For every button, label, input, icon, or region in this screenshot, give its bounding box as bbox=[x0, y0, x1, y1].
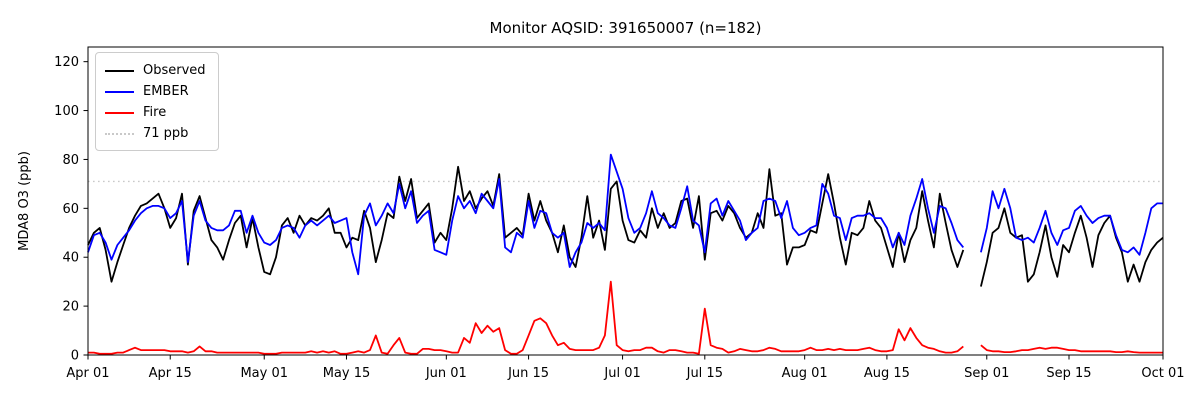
y-tick-label: 0 bbox=[71, 349, 79, 364]
threshold-line-swatch bbox=[105, 132, 134, 135]
legend-label-ember: EMBER bbox=[143, 84, 189, 99]
plot-frame bbox=[87, 46, 1164, 356]
observed-line bbox=[980, 207, 1164, 287]
x-tick-label: Jun 01 bbox=[425, 366, 467, 381]
y-tick-label: 20 bbox=[62, 300, 79, 315]
legend-label-threshold: 71 ppb bbox=[143, 126, 189, 141]
legend: Observed EMBER Fire 71 ppb bbox=[95, 52, 219, 151]
legend-item-threshold: 71 ppb bbox=[105, 123, 208, 144]
legend-item-ember: EMBER bbox=[105, 81, 208, 102]
ember-line-swatch bbox=[105, 90, 134, 93]
legend-label-fire: Fire bbox=[143, 105, 167, 120]
x-tick-label: Sep 01 bbox=[964, 366, 1009, 381]
legend-item-observed: Observed bbox=[105, 60, 208, 81]
x-tick-label: Sep 15 bbox=[1046, 366, 1091, 381]
legend-label-observed: Observed bbox=[143, 63, 206, 78]
x-tick-label: Oct 01 bbox=[1141, 366, 1184, 381]
x-tick-label: Jul 15 bbox=[686, 366, 723, 381]
fire-line bbox=[88, 280, 964, 355]
fire-line bbox=[980, 344, 1163, 354]
y-tick-label: 100 bbox=[54, 104, 79, 119]
y-axis-label: MDA8 O3 (ppb) bbox=[16, 151, 32, 251]
observed-line-swatch bbox=[105, 69, 134, 72]
x-tick-label: Jun 15 bbox=[507, 366, 549, 381]
x-tick-label: May 01 bbox=[240, 366, 288, 381]
y-tick-label: 40 bbox=[62, 251, 79, 266]
ember-line bbox=[87, 153, 964, 276]
x-tick-label: Apr 01 bbox=[66, 366, 109, 381]
y-tick-label: 120 bbox=[54, 55, 79, 70]
x-tick-label: Apr 15 bbox=[149, 366, 192, 381]
legend-item-fire: Fire bbox=[105, 102, 208, 123]
y-axis-label-wrap: MDA8 O3 (ppb) bbox=[14, 47, 34, 355]
x-tick-label: Jul 01 bbox=[603, 366, 640, 381]
y-tick-label: 80 bbox=[62, 153, 79, 168]
chart-title: Monitor AQSID: 391650007 (n=182) bbox=[489, 19, 762, 37]
ember-line bbox=[980, 187, 1163, 256]
x-tick-label: May 15 bbox=[323, 366, 371, 381]
fire-line-swatch bbox=[105, 111, 134, 114]
x-tick-label: Aug 15 bbox=[864, 366, 910, 381]
y-tick-label: 60 bbox=[62, 202, 79, 217]
x-tick-label: Aug 01 bbox=[782, 366, 828, 381]
